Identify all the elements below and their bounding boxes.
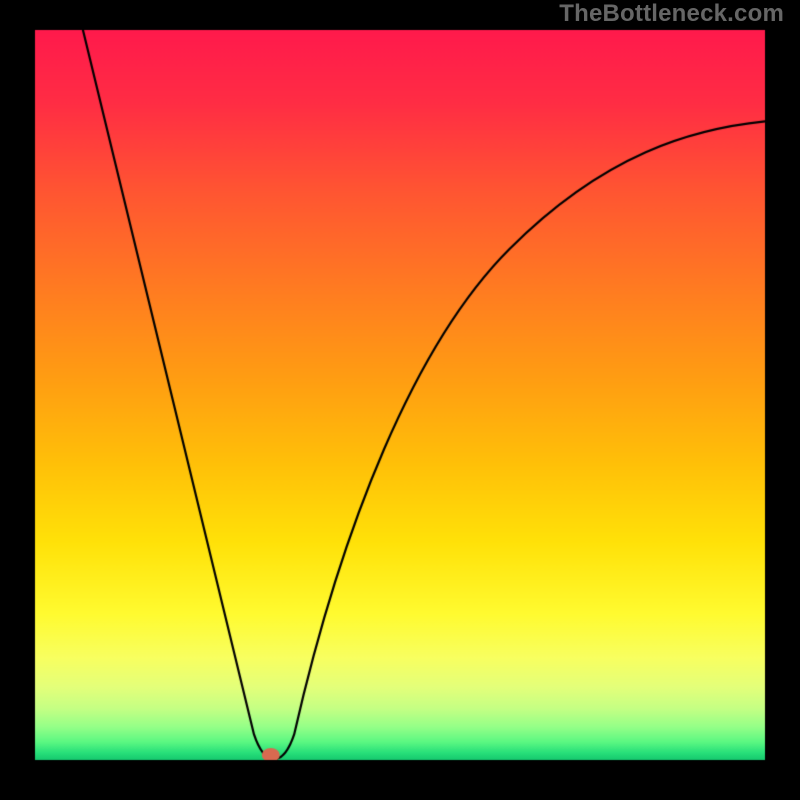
bottleneck-chart-canvas [0,0,800,800]
watermark-text: TheBottleneck.com [559,0,784,28]
chart-stage: TheBottleneck.com [0,0,800,800]
